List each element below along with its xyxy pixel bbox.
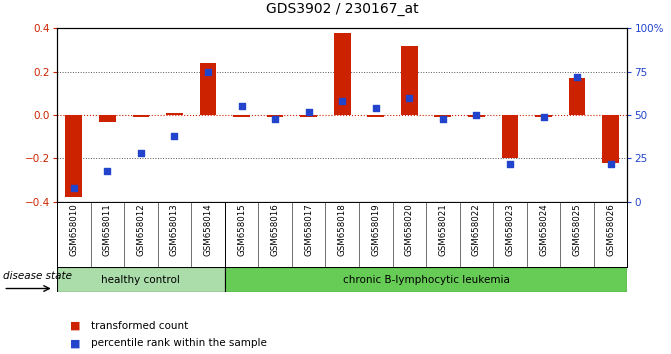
Text: GSM658017: GSM658017 xyxy=(304,203,313,256)
Point xyxy=(437,116,448,121)
Bar xyxy=(468,115,484,117)
Point xyxy=(605,161,616,166)
Bar xyxy=(569,78,586,115)
Point xyxy=(404,95,415,101)
Point xyxy=(370,105,381,111)
Point xyxy=(538,114,549,120)
Bar xyxy=(234,115,250,117)
Point xyxy=(572,74,582,80)
Bar xyxy=(368,115,384,117)
Text: healthy control: healthy control xyxy=(101,275,180,285)
Point xyxy=(68,185,79,191)
Text: transformed count: transformed count xyxy=(91,321,188,331)
Text: GSM658026: GSM658026 xyxy=(606,203,615,256)
Text: GSM658012: GSM658012 xyxy=(136,203,146,256)
Bar xyxy=(99,115,116,121)
Text: percentile rank within the sample: percentile rank within the sample xyxy=(91,338,266,348)
Text: disease state: disease state xyxy=(3,271,72,281)
Bar xyxy=(166,113,183,115)
Text: GSM658014: GSM658014 xyxy=(203,203,213,256)
Point xyxy=(471,112,482,118)
Text: ■: ■ xyxy=(70,321,81,331)
Text: GSM658018: GSM658018 xyxy=(338,203,347,256)
Text: GSM658023: GSM658023 xyxy=(505,203,515,256)
Point xyxy=(136,150,146,156)
Bar xyxy=(603,115,619,163)
Point xyxy=(236,103,247,109)
Point xyxy=(102,168,113,173)
Text: GSM658025: GSM658025 xyxy=(572,203,582,256)
Point xyxy=(270,116,280,121)
Point xyxy=(337,98,348,104)
Point xyxy=(303,109,314,114)
Text: GSM658022: GSM658022 xyxy=(472,203,481,256)
Text: GSM658013: GSM658013 xyxy=(170,203,179,256)
Bar xyxy=(301,115,317,117)
Bar xyxy=(66,115,83,198)
Text: GSM658021: GSM658021 xyxy=(438,203,448,256)
Text: GSM658019: GSM658019 xyxy=(371,203,380,256)
Text: GSM658011: GSM658011 xyxy=(103,203,112,256)
Point xyxy=(169,133,180,139)
Text: GSM658016: GSM658016 xyxy=(270,203,280,256)
Bar xyxy=(535,115,552,117)
Point xyxy=(203,69,213,75)
Bar xyxy=(133,115,150,117)
Bar xyxy=(401,46,417,115)
Bar xyxy=(502,115,519,159)
Text: chronic B-lymphocytic leukemia: chronic B-lymphocytic leukemia xyxy=(343,275,509,285)
Bar xyxy=(225,267,627,292)
Bar xyxy=(435,115,451,117)
Text: GSM658010: GSM658010 xyxy=(69,203,79,256)
Text: GSM658015: GSM658015 xyxy=(237,203,246,256)
Bar xyxy=(267,115,283,117)
Bar xyxy=(57,267,225,292)
Text: GSM658024: GSM658024 xyxy=(539,203,548,256)
Text: ■: ■ xyxy=(70,338,81,348)
Bar xyxy=(334,33,351,115)
Text: GSM658020: GSM658020 xyxy=(405,203,414,256)
Point xyxy=(505,161,515,166)
Bar xyxy=(200,63,216,115)
Text: GDS3902 / 230167_at: GDS3902 / 230167_at xyxy=(266,2,419,16)
